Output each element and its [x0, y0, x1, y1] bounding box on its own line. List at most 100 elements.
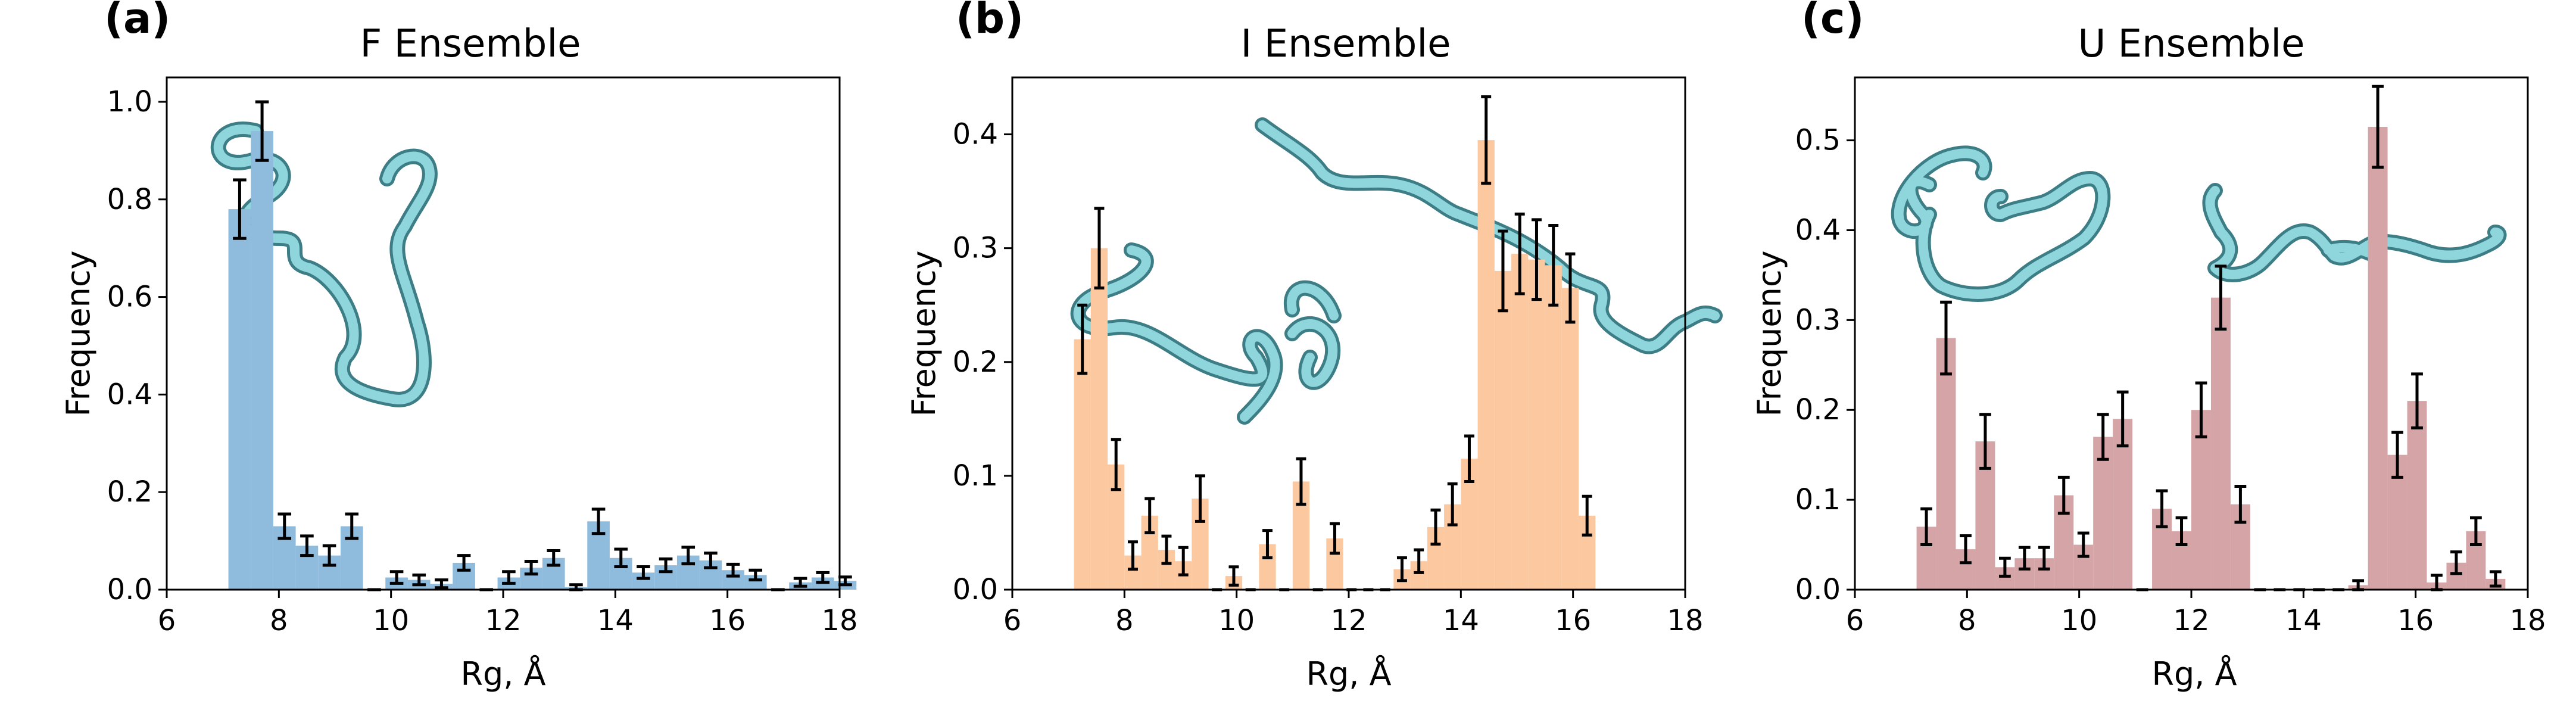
ytick-label-b-0: 0.0 [953, 573, 998, 606]
errorbar-a-17 [614, 547, 628, 569]
panel-c-title: U Ensemble [2078, 22, 2304, 66]
errorbar-a-25 [793, 577, 807, 588]
errorbar-b-0 [1077, 303, 1088, 375]
errorbar-c-24 [2391, 431, 2403, 479]
bar-b-25 [1494, 270, 1512, 590]
bar-c-15 [2210, 297, 2231, 590]
panel-b-plot: 6 8 10 12 14 16 18 0.0 0.1 0.2 0.3 0.4 [953, 76, 1704, 637]
xtick-label-c-0: 6 [1846, 604, 1864, 637]
panel-a-insets [210, 122, 438, 407]
panel-c-ylabel: Frequency [1751, 251, 1788, 417]
errorbar-b-15 [1329, 522, 1340, 555]
errorbar-b-23 [1464, 434, 1474, 483]
errorbar-b-28 [1548, 223, 1559, 307]
bar-c-14 [2191, 410, 2211, 590]
ytick-label-a-3: 0.6 [107, 281, 152, 314]
errorbar-c-3 [1979, 413, 1991, 470]
bar-c-10 [2113, 419, 2133, 590]
errorbar-a-27 [838, 575, 852, 587]
panel-a-label: (a) [104, 0, 170, 43]
xtick-label-b-0: 6 [1003, 604, 1022, 637]
bar-a-1 [251, 131, 273, 590]
errorbar-a-19 [659, 557, 673, 574]
bar-b-24 [1477, 140, 1495, 590]
protein-structure-outline-c2 [2202, 183, 2507, 282]
errorbar-a-14 [547, 549, 561, 567]
xtick-label-c-5: 16 [2397, 604, 2434, 637]
ytick-label-a-4: 0.8 [107, 183, 152, 216]
xtick-label-a-0: 6 [158, 604, 176, 637]
panel-c-insets [1891, 145, 2507, 302]
errorbar-c-15 [2215, 264, 2227, 331]
errorbar-c-1 [1940, 300, 1952, 376]
errorbar-b-21 [1430, 508, 1441, 546]
errorbar-c-2 [1960, 534, 1972, 565]
errorbar-c-29 [2489, 570, 2502, 588]
errorbar-a-4 [322, 544, 336, 567]
xtick-label-a-6: 18 [821, 604, 857, 637]
errorbar-b-27 [1531, 218, 1542, 301]
bar-c-9 [2093, 437, 2113, 590]
panel-a-xlabel: Rg, Å [460, 655, 545, 693]
bar-b-0 [1074, 339, 1091, 590]
bar-a-0 [228, 209, 251, 590]
errorbar-c-16 [2234, 484, 2247, 524]
errorbar-a-20 [681, 546, 696, 566]
errorbar-b-11 [1262, 529, 1273, 559]
bar-c-25 [2407, 401, 2427, 590]
errorbar-b-22 [1447, 482, 1458, 527]
ytick-label-a-5: 1.0 [107, 85, 152, 119]
xtick-label-c-1: 8 [1958, 604, 1976, 637]
errorbar-a-10 [457, 554, 471, 572]
panel-c-label: (c) [1801, 0, 1864, 43]
xtick-label-a-1: 8 [270, 604, 288, 637]
panel-a: (a) F Ensemble 6 8 10 12 14 16 18 0.0 0.2 0.4 0.6 0… [60, 0, 858, 693]
xtick-label-b-3: 12 [1330, 604, 1367, 637]
panel-c: (c) U Ensemble 6 8 10 12 14 16 18 0.0 0.1 0.2 0.3 0… [1751, 0, 2546, 693]
ytick-label-c-0: 0.0 [1795, 573, 1841, 606]
errorbar-b-25 [1498, 229, 1508, 313]
xtick-label-b-6: 18 [1667, 604, 1703, 637]
errorbar-a-12 [502, 570, 516, 585]
errorbar-c-25 [2411, 372, 2423, 429]
errorbar-a-23 [749, 568, 763, 582]
xtick-label-a-2: 10 [373, 604, 409, 637]
errorbar-a-22 [726, 562, 740, 578]
errorbar-a-1 [255, 100, 269, 162]
errorbar-a-13 [524, 559, 538, 576]
ytick-label-a-0: 0.0 [107, 573, 152, 606]
xtick-label-c-6: 18 [2509, 604, 2546, 637]
errorbar-c-13 [2175, 516, 2188, 547]
xtick-label-c-2: 10 [2061, 604, 2097, 637]
errorbar-c-10 [2116, 390, 2129, 448]
ytick-label-a-2: 0.4 [107, 378, 152, 411]
ytick-label-b-2: 0.2 [953, 345, 998, 379]
ytick-label-c-2: 0.2 [1795, 393, 1841, 426]
errorbar-b-2 [1111, 438, 1121, 491]
errorbar-a-21 [704, 552, 718, 569]
xtick-label-b-1: 8 [1115, 604, 1134, 637]
panel-a-plot: 6 8 10 12 14 16 18 0.0 0.2 0.4 0.6 0.8 1.0 [107, 76, 858, 637]
protein-structure-a1 [213, 124, 435, 404]
ytick-label-a-1: 0.2 [107, 475, 152, 509]
errorbar-a-18 [637, 565, 650, 580]
xtick-label-b-4: 14 [1443, 604, 1479, 637]
errorbar-b-30 [1582, 494, 1592, 537]
panel-c-xlabel: Rg, Å [2151, 655, 2237, 693]
errorbar-c-8 [2077, 531, 2090, 558]
errorbar-a-9 [435, 578, 448, 590]
protein-structure-b2 [1258, 120, 1720, 351]
errorbar-b-7 [1195, 474, 1205, 523]
xtick-label-b-2: 10 [1218, 604, 1255, 637]
errorbar-c-28 [2470, 516, 2482, 547]
panel-b-label: (b) [956, 0, 1024, 43]
panel-b-title: I Ensemble [1240, 22, 1451, 66]
errorbar-b-3 [1127, 540, 1138, 571]
errorbar-b-1 [1094, 207, 1105, 290]
panel-a-title: F Ensemble [360, 22, 581, 66]
errorbar-a-8 [412, 573, 426, 587]
ytick-label-b-3: 0.3 [953, 232, 998, 265]
xtick-label-c-4: 14 [2285, 604, 2322, 637]
xtick-label-a-5: 16 [709, 604, 746, 637]
